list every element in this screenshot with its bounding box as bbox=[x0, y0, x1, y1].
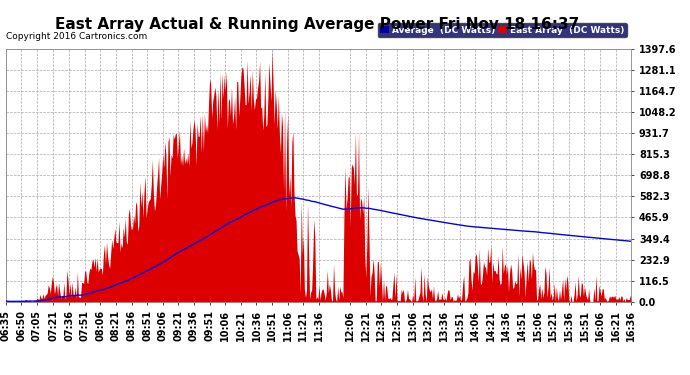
Text: Copyright 2016 Cartronics.com: Copyright 2016 Cartronics.com bbox=[6, 32, 147, 41]
Legend: Average  (DC Watts), East Array  (DC Watts): Average (DC Watts), East Array (DC Watts… bbox=[377, 23, 627, 37]
Text: East Array Actual & Running Average Power Fri Nov 18 16:37: East Array Actual & Running Average Powe… bbox=[55, 17, 580, 32]
